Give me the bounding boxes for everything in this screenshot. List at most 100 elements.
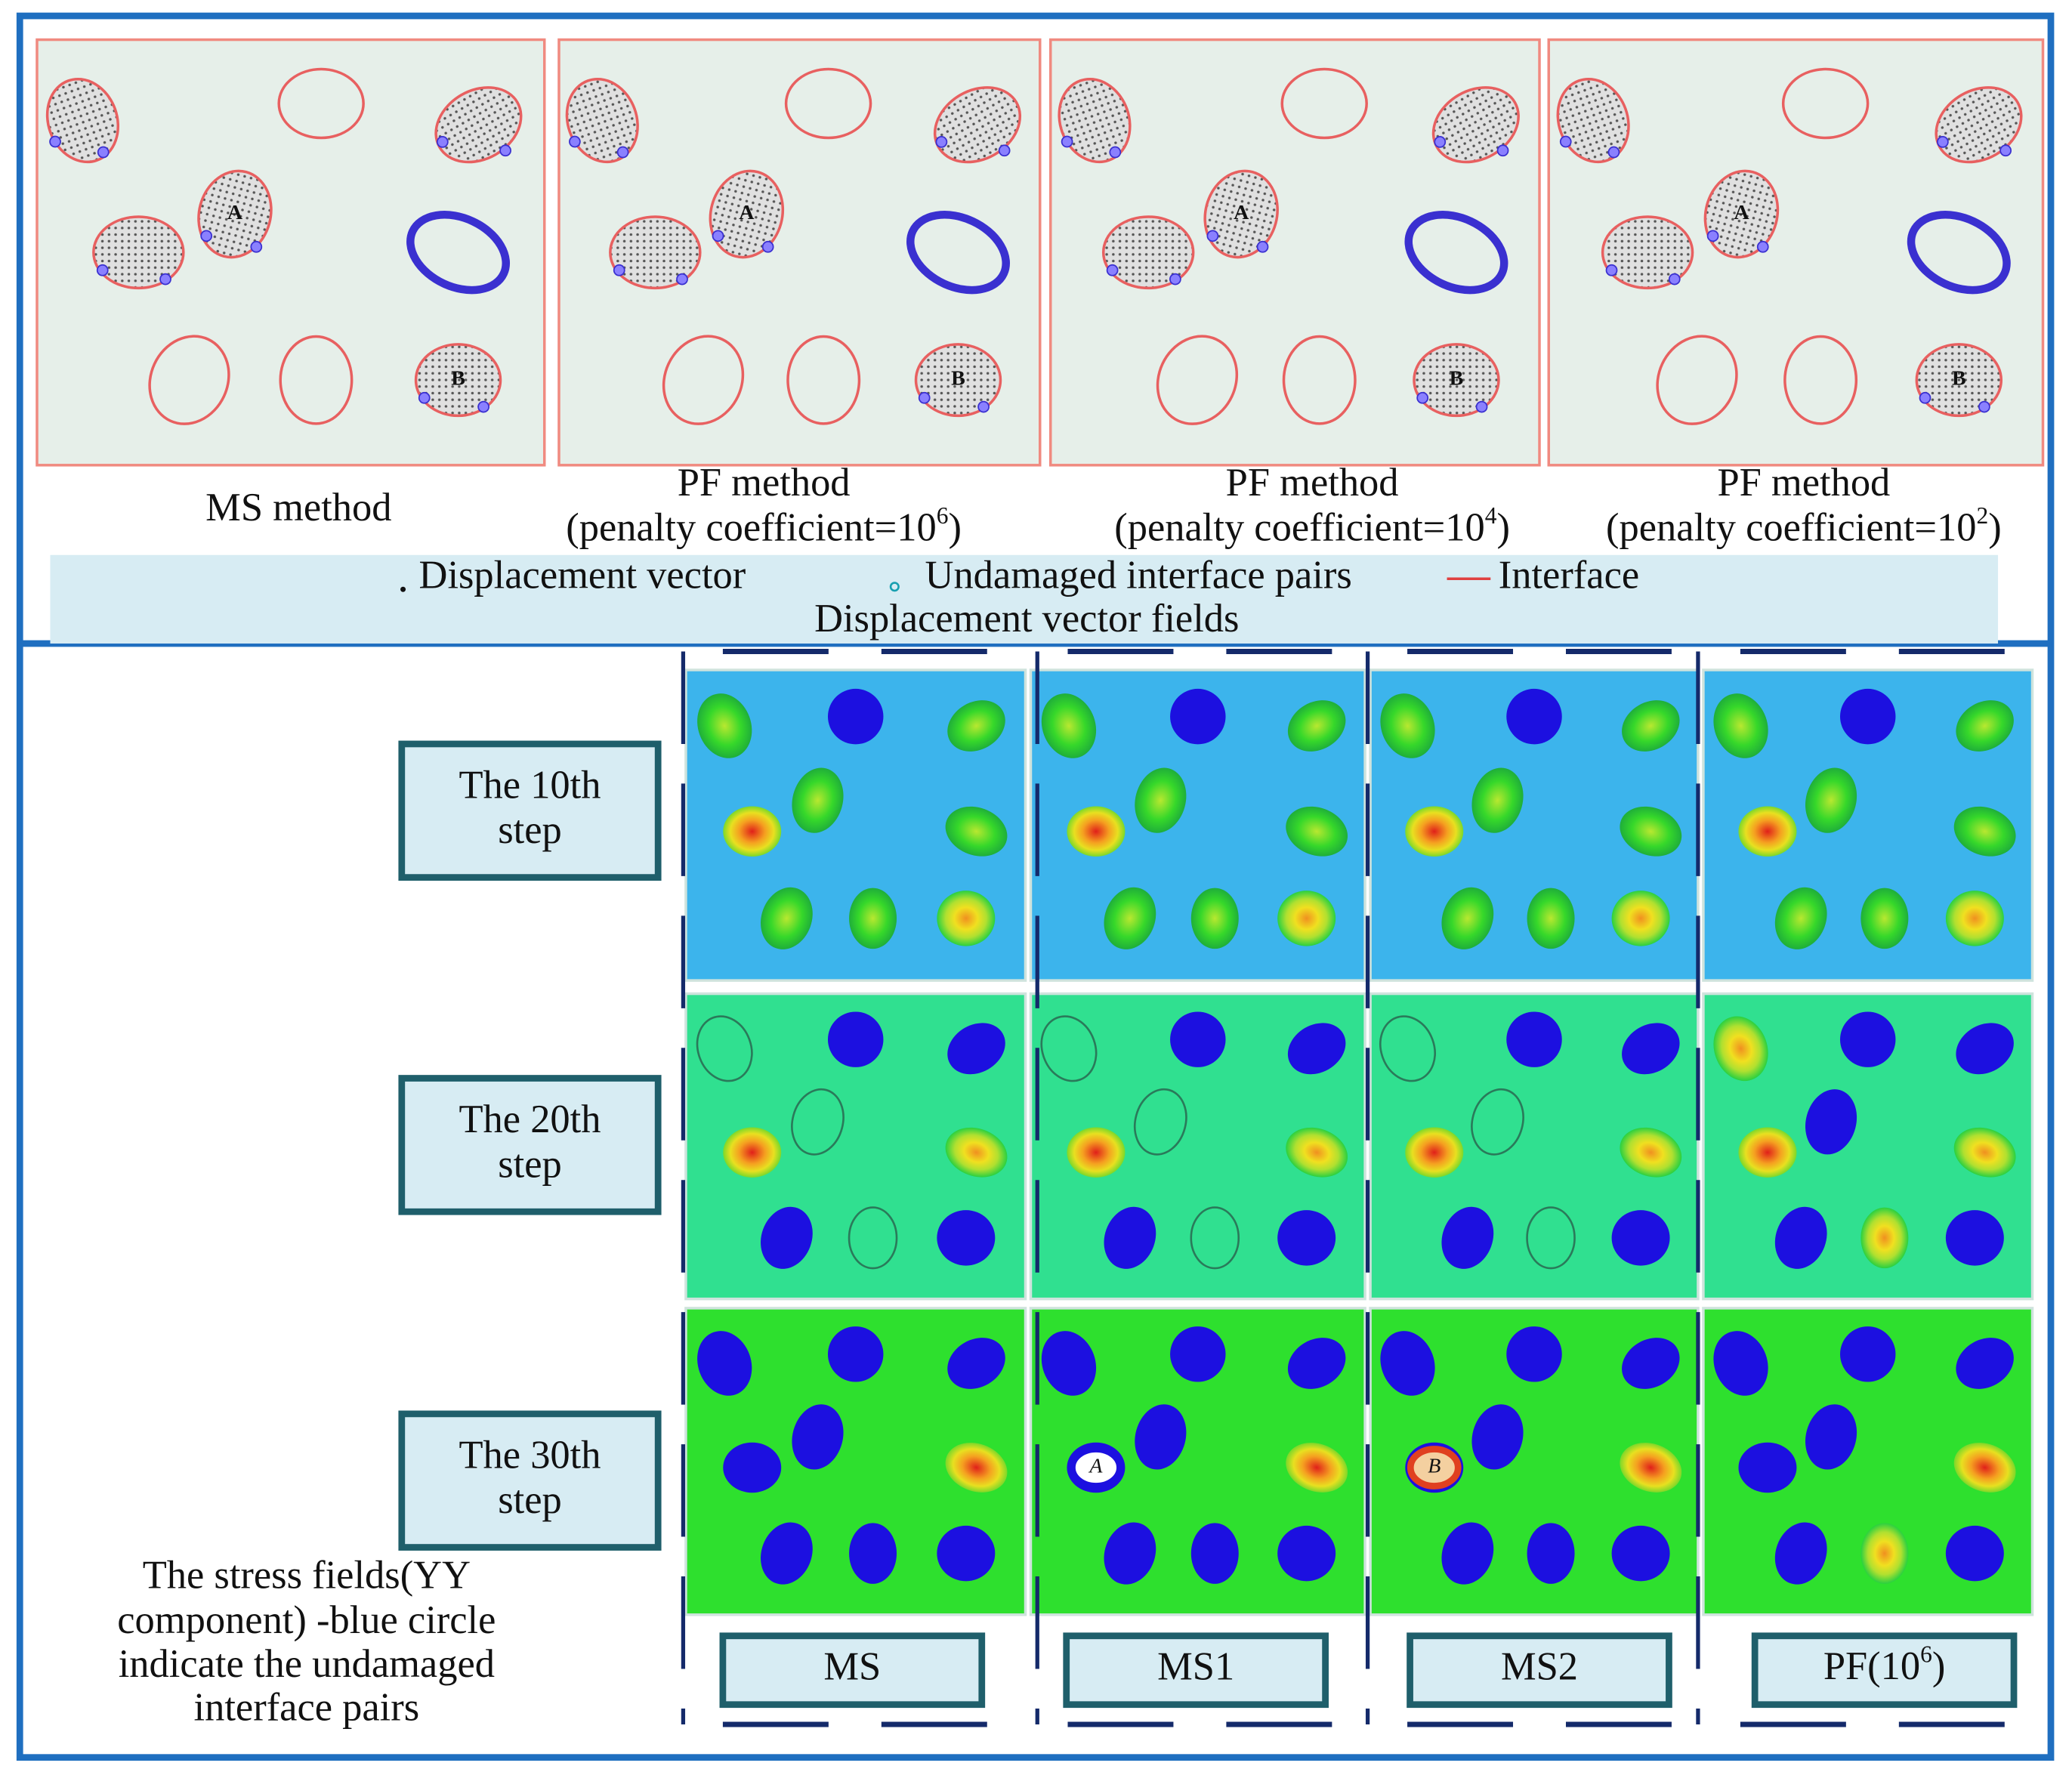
inclusion — [1277, 1210, 1336, 1266]
inclusion — [1620, 806, 1682, 857]
legend-box — [50, 554, 1999, 644]
inclusion — [792, 767, 844, 833]
interface-pair — [1109, 146, 1122, 159]
interface-pair — [436, 136, 449, 148]
caption-part: (penalty coefficient=10 — [566, 505, 936, 549]
column-label-text: PF(106) — [1823, 1641, 1946, 1688]
superscript: 6 — [937, 502, 949, 529]
caption: (penalty coefficient=106) — [566, 502, 962, 549]
inclusion — [761, 1522, 813, 1585]
interface-pair — [1999, 144, 2012, 157]
column-label-text: MS2 — [1501, 1644, 1578, 1688]
marker-label: B — [1952, 367, 1966, 391]
inclusion — [1286, 1127, 1348, 1178]
interface-pair — [159, 273, 171, 286]
inclusion — [1203, 169, 1279, 259]
inclusion — [792, 1404, 844, 1470]
inclusion — [761, 887, 813, 949]
interface-pair — [1978, 400, 1990, 413]
inclusion — [937, 1210, 996, 1266]
inclusion — [1041, 1331, 1097, 1396]
interface-pair — [613, 264, 625, 276]
inclusion — [1104, 1522, 1156, 1585]
column-label: PF(106) — [1751, 1632, 2018, 1709]
inclusion — [1860, 888, 1909, 949]
inclusion — [1527, 1523, 1575, 1584]
inclusion — [1860, 1207, 1909, 1269]
column-label-box — [1063, 1632, 1329, 1709]
inclusion — [914, 343, 1002, 418]
inclusion — [1190, 1523, 1239, 1584]
column-label-part: ) — [1932, 1644, 1945, 1688]
inclusion — [609, 215, 702, 290]
interface-pair — [1706, 230, 1719, 242]
inclusion — [1286, 806, 1348, 857]
legend-symbol-dot — [400, 586, 406, 592]
column-label: MS1 — [1063, 1632, 1329, 1709]
interface-pair — [616, 146, 629, 159]
marker-label: B — [1428, 1454, 1441, 1477]
inclusion — [1622, 700, 1680, 752]
inclusion — [827, 1011, 884, 1067]
row-label-text: step — [498, 1478, 562, 1522]
inclusion — [947, 1338, 1005, 1389]
marked-inclusion — [1407, 1446, 1462, 1490]
row-label-text: step — [498, 808, 562, 852]
inclusion — [1953, 1443, 2016, 1493]
interface-pair — [1607, 146, 1620, 159]
inclusion — [947, 1023, 1005, 1075]
legend-item: Undamaged interface pairs — [925, 553, 1352, 597]
inclusion — [1805, 767, 1857, 833]
inclusion — [1783, 335, 1858, 425]
inclusion — [1471, 1088, 1524, 1156]
inclusion — [1441, 887, 1494, 949]
interface-pair — [1937, 136, 1949, 148]
inclusion — [1067, 806, 1126, 857]
inclusion — [1471, 767, 1524, 833]
interface-pair — [935, 136, 948, 148]
stress-caption: interface pairs — [194, 1686, 420, 1730]
marker-label: A — [1234, 201, 1249, 224]
caption: PF method — [1717, 461, 1890, 505]
inclusion — [1282, 335, 1357, 425]
marker-label: A — [1734, 201, 1749, 224]
interface-pair — [1256, 240, 1269, 253]
inclusion — [277, 67, 365, 140]
inclusion — [1713, 1016, 1768, 1082]
inclusion — [1907, 211, 2011, 295]
inclusion — [1104, 887, 1156, 949]
interface-pair — [477, 400, 489, 413]
inclusion — [279, 335, 354, 425]
interface-pair — [712, 230, 724, 242]
inclusion — [1101, 215, 1195, 290]
caption: PF method — [678, 461, 851, 505]
interface-pair — [499, 144, 511, 157]
inclusion — [1915, 343, 2003, 418]
inclusion — [1839, 1326, 1896, 1382]
caption-part: ) — [1988, 505, 2001, 549]
inclusion — [1556, 77, 1630, 164]
inclusion — [696, 1015, 753, 1082]
interface-pair — [977, 400, 990, 413]
row-label-text: The 20th — [459, 1097, 601, 1141]
inclusion — [1945, 1210, 2004, 1266]
inclusion — [434, 86, 523, 164]
inclusion — [1774, 1522, 1827, 1585]
inclusion — [1280, 67, 1368, 140]
row-label-box — [398, 1075, 662, 1215]
inclusion — [1738, 1127, 1797, 1178]
inclusion — [1058, 77, 1132, 164]
inclusion — [1956, 700, 2014, 752]
interface-pair — [1475, 400, 1488, 413]
marker-label: B — [1450, 367, 1464, 391]
inclusion — [1945, 891, 2004, 946]
inclusion — [1713, 693, 1768, 758]
caption-part: ) — [948, 505, 961, 549]
inclusion — [723, 1127, 782, 1178]
row-label-text: The 30th — [459, 1433, 601, 1477]
inclusion — [709, 169, 785, 259]
inclusion — [1703, 169, 1780, 259]
inclusion — [1405, 1127, 1464, 1178]
